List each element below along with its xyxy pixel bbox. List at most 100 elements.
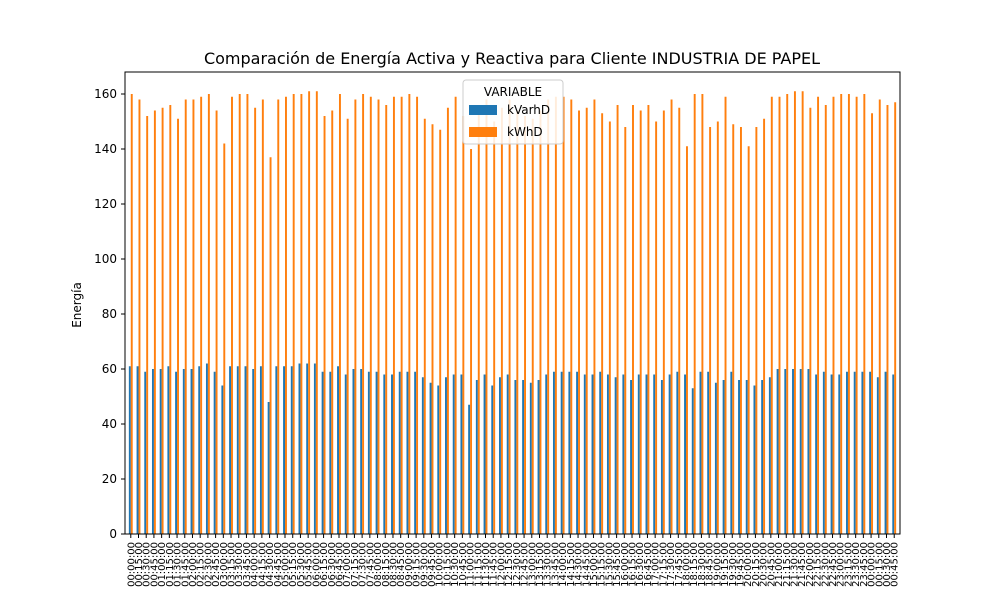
- bar-kwhd-49: [508, 99, 511, 534]
- bar-kvarhd-74: [699, 371, 702, 534]
- x-tick-label: 01:00:00: [157, 542, 168, 587]
- bar-kwhd-12: [223, 143, 226, 534]
- bar-kvarhd-48: [499, 377, 501, 534]
- y-tick-label: 40: [102, 417, 117, 431]
- bar-kvarhd-15: [244, 366, 247, 534]
- bar-kvarhd-13: [229, 366, 232, 534]
- bar-kwhd-72: [686, 146, 688, 534]
- bar-kwhd-4: [161, 107, 164, 534]
- bar-kvarhd-78: [730, 371, 733, 534]
- bar-kwhd-22: [300, 94, 303, 534]
- bar-kwhd-54: [547, 99, 550, 534]
- x-tick-label: 23:45:00: [859, 542, 870, 587]
- x-tick-label: 11:15:00: [473, 542, 484, 587]
- bar-kwhd-28: [346, 118, 349, 534]
- x-tick-label: 04:00:00: [250, 542, 261, 587]
- bar-kvarhd-68: [653, 374, 656, 534]
- bar-kvarhd-98: [884, 371, 887, 534]
- x-tick-label: 17:15:00: [658, 542, 669, 587]
- bar-kvarhd-4: [159, 369, 162, 534]
- x-tick-label: 23:00:00: [836, 542, 847, 587]
- bar-kwhd-16: [254, 107, 257, 534]
- bar-kwhd-43: [462, 116, 465, 534]
- bar-kwhd-38: [423, 118, 426, 534]
- bar-kvarhd-81: [753, 385, 756, 534]
- x-tick-label: 04:45:00: [273, 542, 284, 587]
- x-tick-label: 19:15:00: [720, 542, 731, 587]
- y-tick-label: 0: [109, 527, 117, 541]
- bars-group: [128, 91, 897, 534]
- bar-kwhd-70: [670, 99, 673, 534]
- bar-kvarhd-22: [298, 363, 301, 534]
- bar-kwhd-0: [130, 94, 133, 534]
- x-tick-label: 05:00:00: [281, 542, 292, 587]
- x-tick-label: 06:45:00: [334, 542, 345, 587]
- bar-kvarhd-24: [313, 363, 316, 534]
- bar-kwhd-46: [485, 99, 488, 534]
- bar-kwhd-94: [855, 96, 858, 534]
- legend: VARIABLE kVarhD kWhD: [462, 79, 564, 145]
- bar-kwhd-98: [886, 105, 889, 534]
- bar-kvarhd-49: [506, 374, 509, 534]
- bar-kwhd-15: [246, 94, 249, 534]
- bar-kvarhd-75: [707, 371, 710, 534]
- bar-kvarhd-66: [637, 374, 640, 534]
- bar-kvarhd-52: [529, 382, 532, 534]
- bar-kwhd-93: [847, 94, 850, 534]
- x-tick-label: 04:30:00: [265, 542, 276, 587]
- bar-kvarhd-46: [483, 374, 486, 534]
- bar-kwhd-80: [747, 146, 750, 534]
- bar-kwhd-67: [647, 105, 650, 534]
- bar-kvarhd-44: [468, 404, 471, 534]
- chart-title: Comparación de Energía Activa y Reactiva…: [204, 49, 820, 68]
- y-tick-label: 120: [94, 197, 117, 211]
- bar-kvarhd-79: [738, 380, 740, 534]
- bar-kwhd-87: [801, 91, 804, 534]
- x-tick-label: 11:45:00: [489, 542, 500, 587]
- y-tick-label: 100: [94, 252, 117, 266]
- x-tick-label: 03:15:00: [227, 542, 238, 587]
- bar-kvarhd-30: [360, 369, 363, 534]
- x-tick-label: 22:15:00: [813, 542, 824, 587]
- bar-kvarhd-90: [822, 371, 825, 534]
- x-tick-label: 01:30:00: [173, 542, 184, 587]
- bar-kvarhd-18: [267, 402, 270, 534]
- bar-kwhd-25: [323, 116, 326, 534]
- bar-kwhd-68: [655, 121, 658, 534]
- x-tick-label: 09:15:00: [412, 542, 423, 587]
- bar-kvarhd-76: [714, 382, 717, 534]
- bar-kwhd-85: [786, 94, 789, 534]
- x-tick-label: 12:15:00: [504, 542, 515, 587]
- x-tick-label: 02:15:00: [196, 542, 207, 587]
- x-tick-label: 17:00:00: [651, 542, 662, 587]
- bar-kvarhd-87: [799, 369, 802, 534]
- x-tick-label: 14:15:00: [566, 542, 577, 587]
- bar-kvarhd-29: [352, 369, 355, 534]
- bar-kwhd-91: [832, 96, 835, 534]
- x-tick-label: 02:30:00: [203, 542, 214, 587]
- bar-kvarhd-71: [676, 371, 679, 534]
- bar-kvarhd-31: [367, 371, 370, 534]
- bar-kvarhd-99: [892, 374, 895, 534]
- x-tick-label: 09:45:00: [427, 542, 438, 587]
- bar-kwhd-96: [871, 113, 874, 534]
- bar-kwhd-62: [608, 121, 611, 534]
- x-tick-label: 21:15:00: [782, 542, 793, 587]
- bar-kwhd-5: [169, 105, 172, 534]
- x-tick-label: 03:30:00: [234, 542, 245, 587]
- bar-kvarhd-89: [815, 374, 818, 534]
- bar-kwhd-48: [500, 107, 503, 534]
- x-tick-label: 18:00:00: [682, 542, 693, 587]
- bar-kvarhd-85: [784, 369, 787, 534]
- bar-kvarhd-65: [630, 380, 633, 534]
- bar-kvarhd-12: [221, 385, 224, 534]
- bar-kwhd-99: [894, 102, 897, 534]
- bar-kvarhd-27: [337, 366, 339, 534]
- bar-kvarhd-86: [792, 369, 794, 534]
- bar-kvarhd-73: [691, 388, 694, 534]
- bar-kwhd-33: [385, 105, 388, 534]
- x-tick-label: 00:15:00: [134, 542, 145, 587]
- bar-kwhd-24: [315, 91, 318, 534]
- x-tick-label: 23:15:00: [843, 542, 854, 587]
- bar-kwhd-44: [470, 149, 473, 534]
